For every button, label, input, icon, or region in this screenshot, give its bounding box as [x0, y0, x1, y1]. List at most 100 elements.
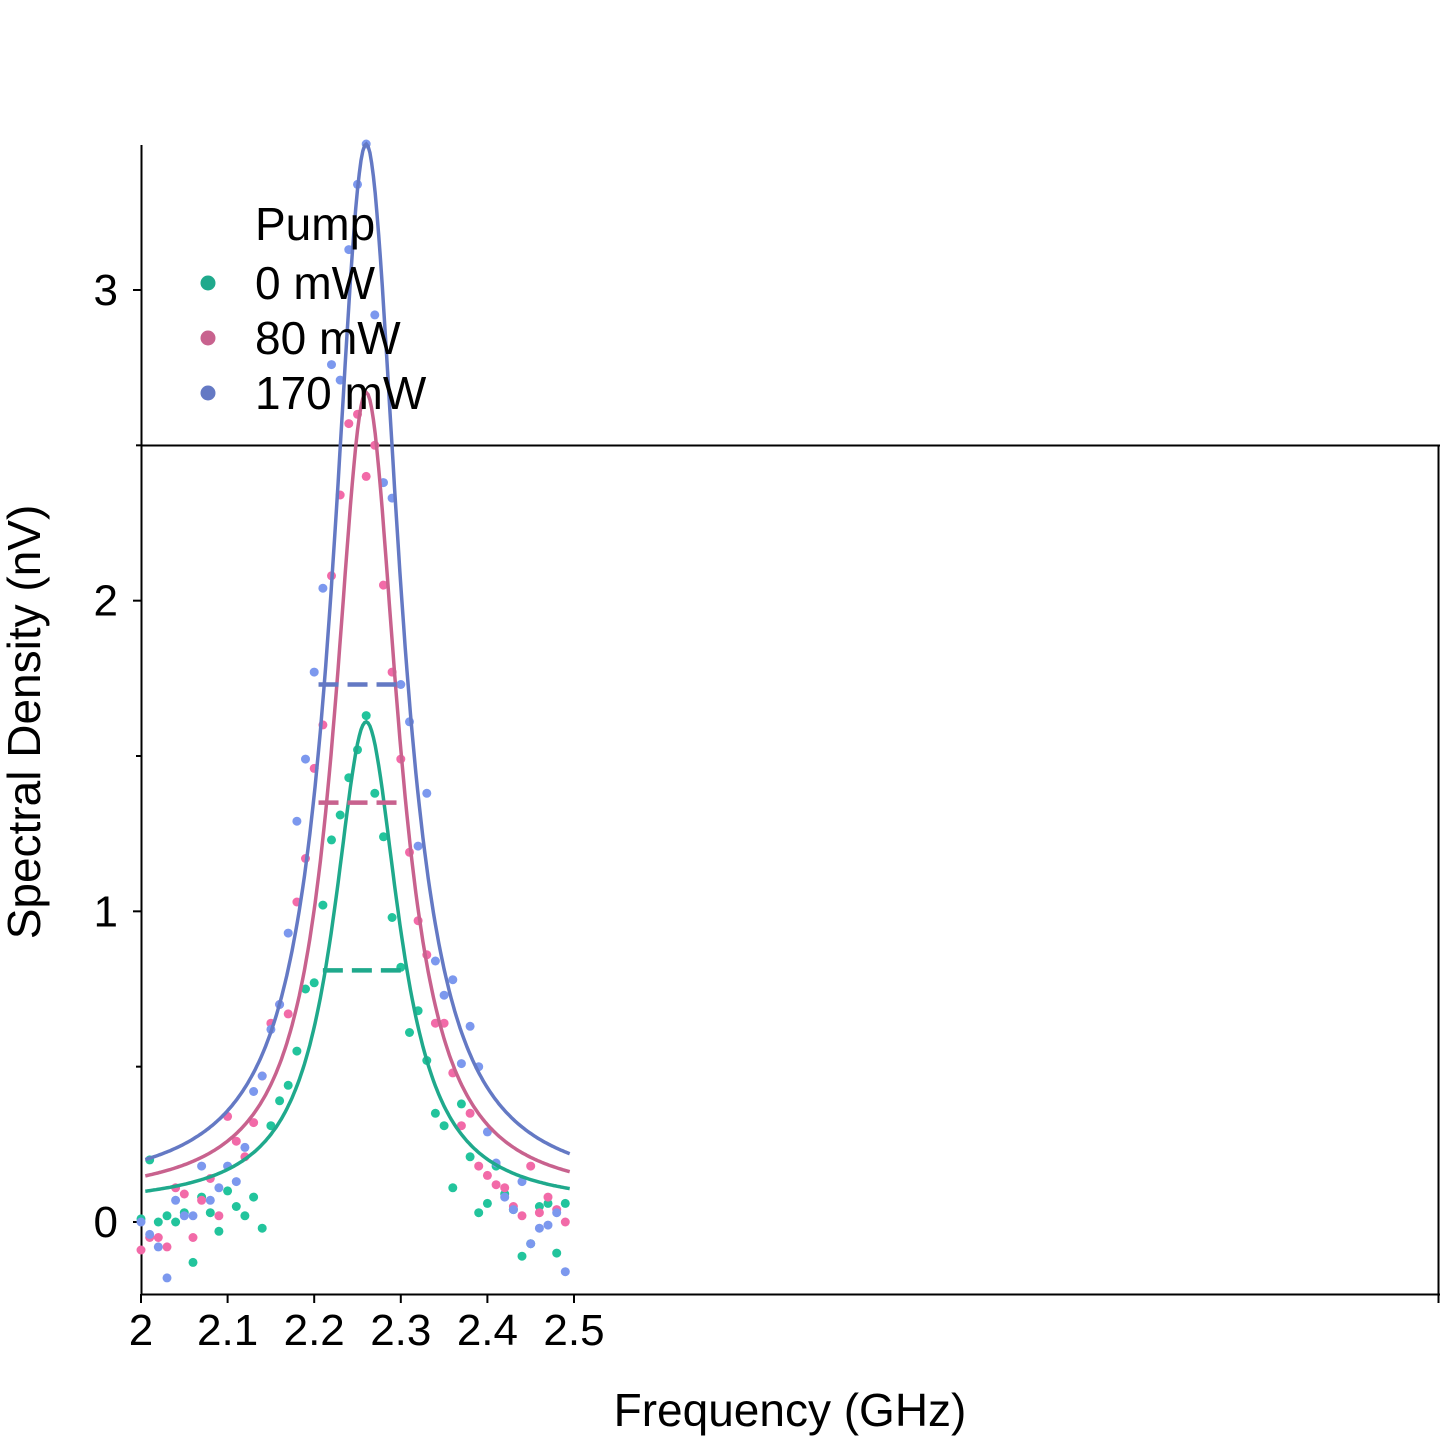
y-axis-title: Spectral Density (nV)	[0, 505, 50, 940]
data-point	[474, 1208, 484, 1218]
data-point	[543, 1198, 553, 1208]
data-point	[283, 1080, 293, 1090]
legend-marker-170-mw	[200, 385, 216, 401]
x-ticks: 2 2.1 2.2 2.3 2.4 2.5	[129, 1294, 1440, 1355]
data-point	[482, 1198, 492, 1208]
y-ticks: 0 1 2 3	[94, 266, 141, 1247]
fit-curve-80-mw	[144, 390, 571, 1178]
data-point	[491, 1180, 501, 1190]
data-point	[223, 1186, 233, 1196]
data-point	[560, 1198, 570, 1208]
data-point	[153, 1217, 163, 1227]
data-point	[413, 841, 423, 851]
data-point	[465, 1021, 475, 1031]
data-point	[430, 956, 440, 966]
data-point	[327, 360, 336, 370]
data-point	[379, 832, 388, 842]
legend-label-0-mw: 0 mW	[255, 257, 376, 309]
data-point	[552, 1208, 562, 1218]
data-point	[266, 1121, 276, 1131]
data-point	[560, 1217, 570, 1227]
data-point	[136, 1245, 146, 1255]
data-point	[508, 1205, 518, 1215]
data-point	[301, 984, 310, 994]
data-point	[292, 1046, 302, 1056]
y-tick-label: 0	[94, 1198, 118, 1247]
data-point	[179, 1189, 189, 1199]
data-point	[197, 1161, 207, 1171]
data-point	[379, 580, 388, 590]
data-point	[301, 754, 310, 764]
x-tick-label: 2.2	[284, 1306, 345, 1355]
data-point	[231, 1202, 241, 1211]
data-point	[283, 928, 293, 938]
data-point	[214, 1226, 224, 1236]
data-point	[136, 1217, 146, 1227]
y-tick-label: 3	[94, 266, 118, 315]
data-point	[171, 1195, 181, 1205]
data-point	[171, 1217, 181, 1227]
x-tick-label: 2	[129, 1306, 153, 1355]
data-point	[387, 913, 397, 922]
data-point	[448, 1183, 458, 1193]
data-point	[534, 1208, 544, 1218]
data-point	[456, 1059, 466, 1069]
x-axis-title: Frequency (GHz)	[614, 1384, 967, 1436]
data-point	[465, 1108, 475, 1118]
data-point	[430, 1108, 440, 1118]
data-point	[240, 1211, 250, 1221]
data-point	[292, 816, 302, 826]
data-point	[534, 1202, 544, 1211]
data-point	[318, 900, 328, 910]
data-point	[257, 1071, 267, 1081]
data-point	[482, 1127, 492, 1137]
legend-label-170-mw: 170 mW	[255, 367, 427, 419]
data-point	[309, 667, 319, 677]
data-point	[534, 1223, 544, 1233]
data-point	[327, 835, 336, 845]
data-point	[145, 1229, 155, 1239]
data-point	[318, 583, 328, 593]
data-point	[249, 1087, 259, 1096]
data-point	[205, 1208, 215, 1218]
data-point	[517, 1211, 527, 1221]
data-point	[456, 1099, 466, 1109]
x-tick-label: 2.3	[370, 1306, 431, 1355]
data-point	[153, 1242, 163, 1252]
data-point	[543, 1192, 553, 1202]
data-point	[231, 1136, 241, 1146]
data-point	[517, 1177, 527, 1187]
legend-label-80-mw: 80 mW	[255, 312, 401, 364]
data-point	[465, 1152, 475, 1162]
data-point	[335, 810, 345, 820]
data-point	[249, 1118, 259, 1128]
legend-marker-80-mw	[200, 330, 216, 346]
data-point	[283, 1009, 293, 1019]
data-point	[205, 1195, 215, 1205]
data-point	[361, 711, 371, 721]
data-point	[188, 1233, 198, 1242]
x-tick-label: 2.5	[543, 1306, 604, 1355]
data-point	[439, 990, 449, 1000]
data-point	[179, 1211, 189, 1221]
legend-marker-0-mw	[200, 275, 216, 291]
data-point	[231, 1177, 241, 1187]
data-point	[396, 680, 406, 689]
fit-curve-0-mw	[145, 719, 570, 1193]
data-point	[361, 471, 371, 481]
data-point	[188, 1211, 198, 1221]
data-point	[249, 1192, 259, 1202]
data-point	[517, 1251, 527, 1261]
data-point	[344, 419, 354, 429]
data-point	[560, 1267, 570, 1277]
data-point	[162, 1242, 172, 1252]
data-point	[422, 788, 432, 798]
data-point	[482, 1170, 492, 1180]
data-point	[370, 310, 380, 320]
data-point	[500, 1183, 510, 1193]
data-point	[240, 1142, 250, 1152]
x-tick-label: 2.1	[197, 1306, 258, 1355]
data-point	[197, 1195, 207, 1205]
fit-curve-170-mw	[144, 141, 571, 1162]
